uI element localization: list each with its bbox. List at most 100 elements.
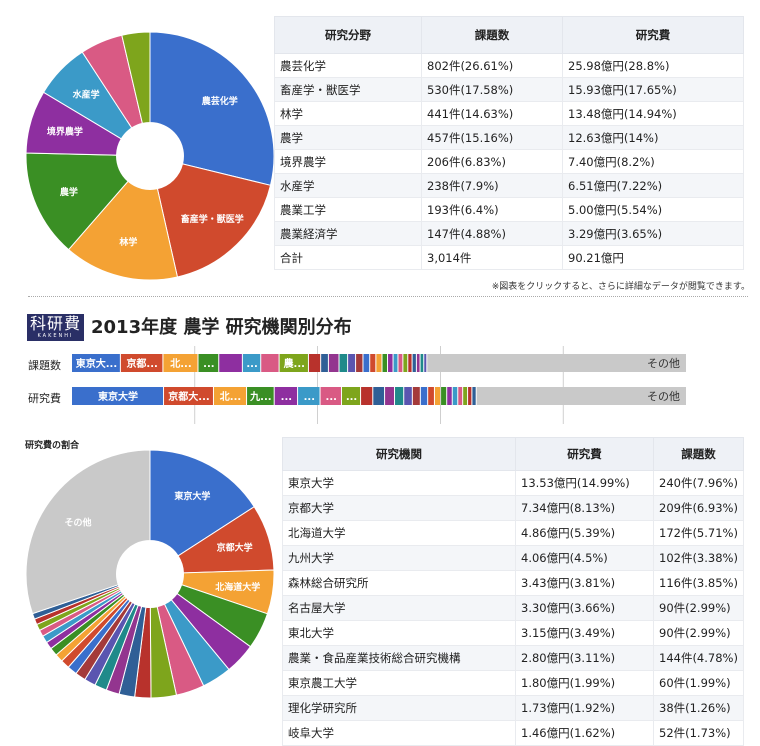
table-row[interactable]: 林学 441件(14.63%) 13.48億円(14.94%) xyxy=(274,101,744,126)
bar-segment[interactable] xyxy=(404,387,412,405)
pie-slice[interactable] xyxy=(67,180,179,281)
table-row[interactable]: 農学 457件(15.16%) 12.63億円(14%) xyxy=(274,125,744,150)
pie-slice[interactable] xyxy=(121,31,151,124)
bar-segment[interactable] xyxy=(339,354,348,372)
bar-segment[interactable] xyxy=(376,354,382,372)
bar-segment[interactable] xyxy=(420,354,424,372)
bar-segment[interactable] xyxy=(321,354,328,372)
table-row[interactable]: 農業工学 193件(6.4%) 5.00億円(5.54%) xyxy=(274,197,744,222)
bar-segment[interactable] xyxy=(458,387,463,405)
bar-segment[interactable] xyxy=(452,387,458,405)
bar-segment[interactable] xyxy=(361,387,373,405)
table-row[interactable]: 名古屋大学 3.30億円(3.66%) 90件(2.99%) xyxy=(282,595,744,621)
table-cell: 3.30億円(3.66%) xyxy=(515,595,654,621)
pie-slice[interactable] xyxy=(149,449,255,557)
bar-segment[interactable] xyxy=(219,354,242,372)
bar-segment[interactable] xyxy=(441,387,447,405)
table-cell: 90件(2.99%) xyxy=(653,595,744,621)
bar-segment[interactable] xyxy=(341,387,361,405)
table-row[interactable]: 畜産学・獣医学 530件(17.58%) 15.93億円(17.65%) xyxy=(274,77,744,102)
bar-segment-other[interactable] xyxy=(427,354,686,372)
table-row[interactable]: 水産学 238件(7.9%) 6.51億円(7.22%) xyxy=(274,173,744,198)
bar-segment[interactable] xyxy=(356,354,363,372)
bar-segment[interactable] xyxy=(363,354,370,372)
pie-slice-label: 農芸化学 xyxy=(202,95,238,107)
table-row[interactable]: 理化学研究所 1.73億円(1.92%) 38件(1.26%) xyxy=(282,695,744,721)
bar-segment[interactable] xyxy=(213,387,247,405)
table-row[interactable]: 京都大学 7.34億円(8.13%) 209件(6.93%) xyxy=(282,495,744,521)
bar-segment[interactable] xyxy=(308,354,321,372)
bar-segment[interactable] xyxy=(274,387,298,405)
bar-segment[interactable] xyxy=(370,354,376,372)
pie-slice[interactable] xyxy=(149,31,275,186)
table-row[interactable]: 九州大学 4.06億円(4.5%) 102件(3.38%) xyxy=(282,545,744,571)
bar-segment[interactable] xyxy=(348,354,356,372)
table-cell: 90件(2.99%) xyxy=(653,620,744,646)
table-row[interactable]: 岐阜大学 1.46億円(1.62%) 52件(1.73%) xyxy=(282,720,744,746)
table-row[interactable]: 森林総合研究所 3.43億円(3.81%) 116件(3.85%) xyxy=(282,570,744,596)
bar-segment[interactable] xyxy=(320,387,341,405)
table-cell: 北海道大学 xyxy=(282,520,516,546)
table-row[interactable]: 境界農学 206件(6.83%) 7.40億円(8.2%) xyxy=(274,149,744,174)
pie-slice-label: 水産学 xyxy=(73,89,100,101)
pie-slice[interactable] xyxy=(25,449,151,615)
table-cell: 52件(1.73%) xyxy=(653,720,744,746)
bar-segment[interactable] xyxy=(72,387,164,405)
table-row[interactable]: 農業経済学 147件(4.88%) 3.29億円(3.65%) xyxy=(274,221,744,246)
bar-segment[interactable] xyxy=(247,387,274,405)
table-cell: 193件(6.4%) xyxy=(421,197,563,222)
bar-segment[interactable] xyxy=(468,387,472,405)
bar-segment[interactable] xyxy=(472,387,476,405)
bar-segment[interactable] xyxy=(72,354,120,372)
pie-slice-label: 農学 xyxy=(60,186,78,198)
table-row[interactable]: 農芸化学 802件(26.61%) 25.98億円(28.8%) xyxy=(274,53,744,78)
bar-segment[interactable] xyxy=(447,387,452,405)
bar-segment[interactable] xyxy=(463,387,468,405)
bar-segment[interactable] xyxy=(416,354,420,372)
bar-segment[interactable] xyxy=(298,387,320,405)
bar-segment[interactable] xyxy=(279,354,308,372)
bar-segment[interactable] xyxy=(120,354,163,372)
bar-segment[interactable] xyxy=(428,387,434,405)
pie-slice[interactable] xyxy=(156,163,272,278)
header-cost: 研究費 xyxy=(515,437,654,471)
bar-segment[interactable] xyxy=(382,354,388,372)
pie-slice[interactable] xyxy=(25,152,129,251)
bar-segment-label: 九... xyxy=(249,390,271,403)
bar-segment[interactable] xyxy=(388,354,393,372)
bar-segment[interactable] xyxy=(328,354,339,372)
bar-segment-label: 京都... xyxy=(126,357,157,370)
bar-segment[interactable] xyxy=(395,387,404,405)
bar-segment[interactable] xyxy=(424,354,427,372)
bar-segment-label: ... xyxy=(203,359,214,370)
table-row[interactable]: 東京農工大学 1.80億円(1.99%) 60件(1.99%) xyxy=(282,670,744,696)
pie-slice-label: 林学 xyxy=(119,236,137,248)
bar-segment[interactable] xyxy=(198,354,219,372)
table-row[interactable]: 北海道大学 4.86億円(5.39%) 172件(5.71%) xyxy=(282,520,744,546)
bar-segment[interactable] xyxy=(261,354,279,372)
bar-segment[interactable] xyxy=(385,387,395,405)
header-count: 課題数 xyxy=(421,16,563,54)
table-row[interactable]: 合計 3,014件 90.21億円 xyxy=(274,245,744,270)
bar-segment[interactable] xyxy=(242,354,261,372)
table-row[interactable]: 東京大学 13.53億円(14.99%) 240件(7.96%) xyxy=(282,470,744,496)
bar-segment[interactable] xyxy=(412,387,420,405)
bar-segment[interactable] xyxy=(408,354,412,372)
table-row[interactable]: 東北大学 3.15億円(3.49%) 90件(2.99%) xyxy=(282,620,744,646)
bar-segment[interactable] xyxy=(373,387,385,405)
bar-segment[interactable] xyxy=(403,354,408,372)
table-cell: 京都大学 xyxy=(282,495,516,521)
bar-segment[interactable] xyxy=(434,387,441,405)
bar-segment[interactable] xyxy=(393,354,398,372)
table-cell: 1.80億円(1.99%) xyxy=(515,670,654,696)
bar-segment[interactable] xyxy=(164,387,213,405)
bar-segment[interactable] xyxy=(420,387,428,405)
table-row[interactable]: 農業・食品産業技術総合研究機構 2.80億円(3.11%) 144件(4.78%) xyxy=(282,645,744,671)
bar-segment[interactable] xyxy=(412,354,416,372)
bar-segment[interactable] xyxy=(163,354,198,372)
bar-segment-other[interactable] xyxy=(476,387,686,405)
bar-segment[interactable] xyxy=(398,354,403,372)
